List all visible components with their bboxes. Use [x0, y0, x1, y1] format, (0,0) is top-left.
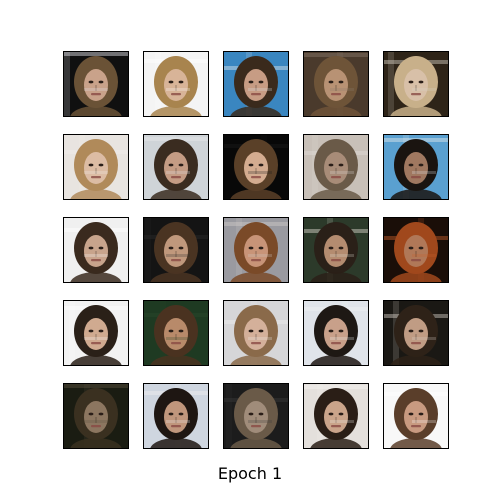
sample-image [383, 217, 449, 283]
face-sample-drawing [304, 301, 368, 365]
face-sample-drawing [304, 135, 368, 199]
face-sample-drawing [304, 52, 368, 116]
sample-image [63, 217, 129, 283]
sample-image [223, 383, 289, 449]
face-sample-drawing [144, 218, 208, 282]
sample-image [223, 217, 289, 283]
face-sample-drawing [64, 52, 128, 116]
face-sample-drawing [224, 52, 288, 116]
face-sample-drawing [144, 135, 208, 199]
sample-image [303, 134, 369, 200]
face-sample-drawing [224, 218, 288, 282]
sample-image [383, 383, 449, 449]
sample-image [63, 51, 129, 117]
face-sample-drawing [224, 301, 288, 365]
sample-image [63, 383, 129, 449]
sample-image [63, 134, 129, 200]
face-sample-drawing [384, 218, 448, 282]
face-sample-drawing [304, 384, 368, 448]
sample-image [143, 51, 209, 117]
sample-image [143, 134, 209, 200]
face-sample-drawing [384, 52, 448, 116]
sample-image [143, 217, 209, 283]
sample-image [303, 51, 369, 117]
figure-caption: Epoch 1 [217, 464, 283, 483]
sample-image [223, 134, 289, 200]
sample-image [63, 300, 129, 366]
face-sample-drawing [384, 384, 448, 448]
face-sample-drawing [64, 384, 128, 448]
face-sample-drawing [144, 52, 208, 116]
sample-image [223, 51, 289, 117]
sample-image [303, 217, 369, 283]
sample-image [383, 300, 449, 366]
sample-image [303, 300, 369, 366]
sample-image [223, 300, 289, 366]
face-sample-drawing [304, 218, 368, 282]
sample-image [383, 51, 449, 117]
face-sample-drawing [64, 218, 128, 282]
face-sample-drawing [384, 135, 448, 199]
sample-image [143, 300, 209, 366]
face-sample-drawing [144, 301, 208, 365]
face-sample-drawing [224, 384, 288, 448]
sample-image [303, 383, 369, 449]
face-sample-drawing [384, 301, 448, 365]
face-sample-drawing [224, 135, 288, 199]
face-sample-drawing [64, 301, 128, 365]
face-sample-drawing [64, 135, 128, 199]
sample-image [383, 134, 449, 200]
face-sample-drawing [144, 384, 208, 448]
sample-image [143, 383, 209, 449]
